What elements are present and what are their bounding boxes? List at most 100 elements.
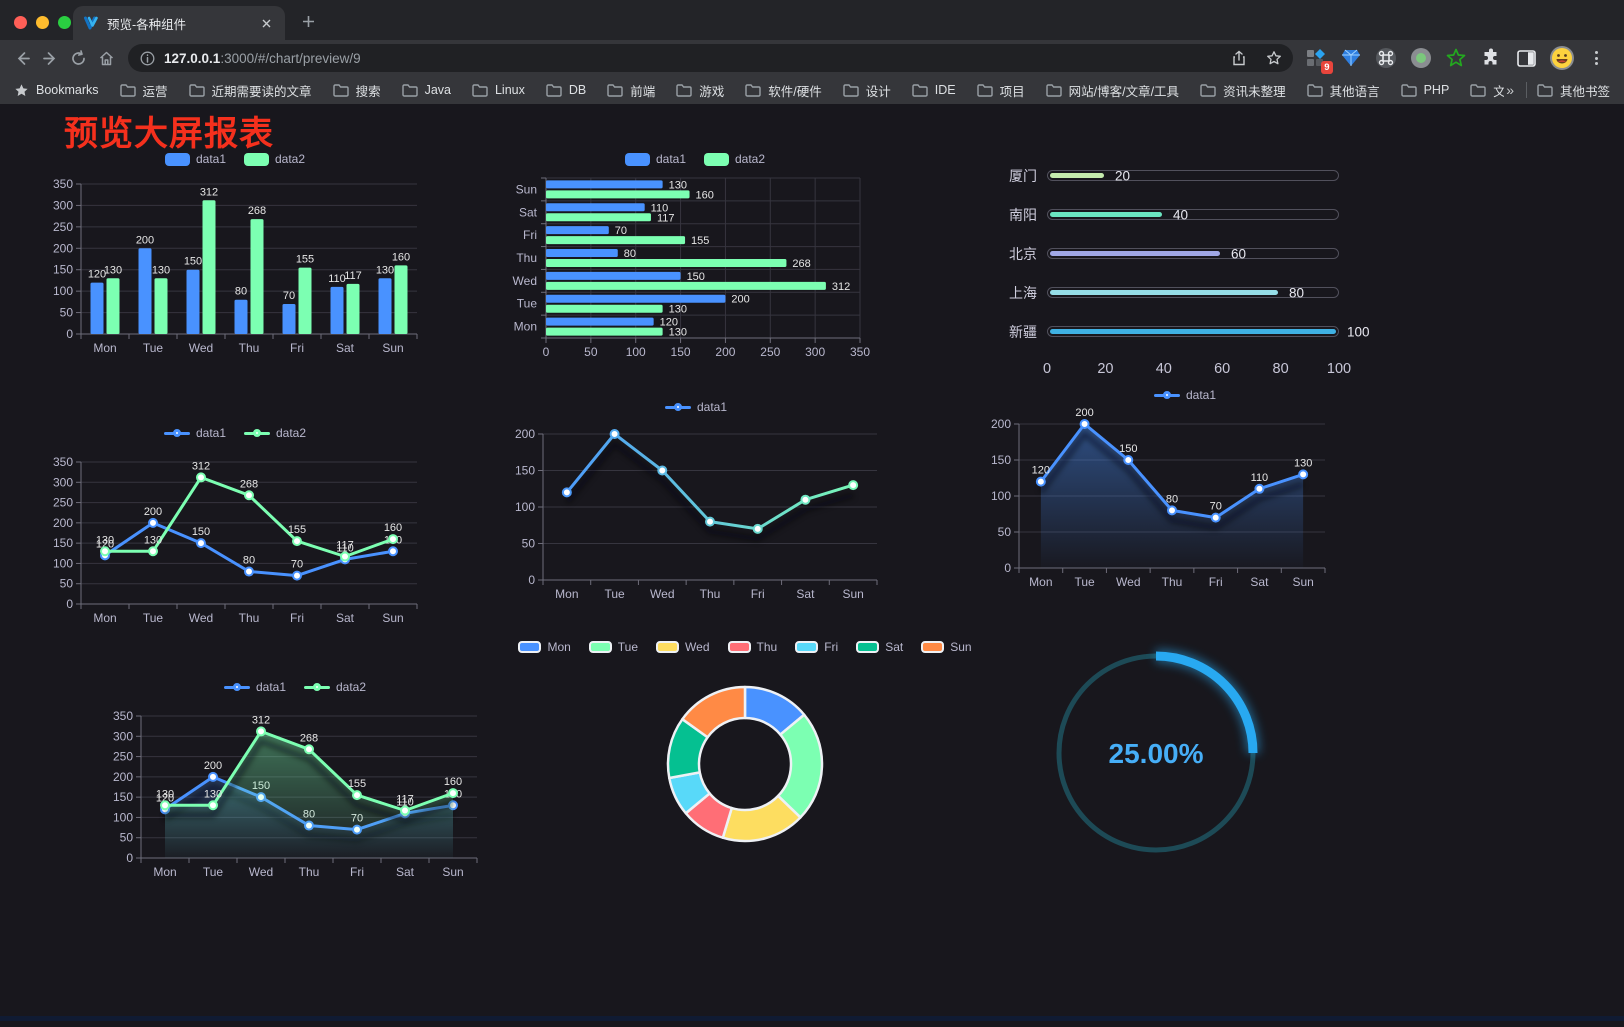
bookmark-folder[interactable]: 近期需要读的文章: [188, 81, 312, 100]
window-minimize-button[interactable]: [36, 16, 49, 29]
chart-text: Fri: [751, 587, 765, 601]
legend-item[interactable]: Thu: [727, 640, 777, 654]
green-star-extension-icon[interactable]: [1445, 47, 1467, 69]
new-tab-button[interactable]: [298, 11, 318, 31]
bookmarks-manager-item[interactable]: Bookmarks: [14, 83, 99, 98]
bookmark-folder[interactable]: 文件服务器: [1470, 81, 1504, 100]
legend-item[interactable]: Sat: [856, 640, 903, 654]
recorder-extension-icon[interactable]: [1410, 47, 1432, 69]
command-extension-icon[interactable]: [1375, 47, 1397, 69]
legend-item[interactable]: Sun: [921, 640, 972, 654]
progress-value: 100: [1347, 324, 1370, 339]
window-zoom-button[interactable]: [58, 16, 71, 29]
chart-text: 300: [805, 345, 825, 359]
tab-close-icon[interactable]: [257, 14, 275, 32]
legend-item[interactable]: data1: [163, 426, 226, 440]
window-close-button[interactable]: [14, 16, 27, 29]
chart-text: 100: [53, 556, 73, 570]
bookmark-folder[interactable]: 搜索: [332, 81, 381, 100]
bookmarks-overflow-icon[interactable]: »: [1506, 82, 1514, 98]
bookmark-folder[interactable]: Linux: [472, 83, 525, 97]
bookmark-folder[interactable]: 运营: [119, 81, 168, 100]
bookmark-folder[interactable]: 项目: [976, 81, 1025, 100]
share-icon[interactable]: [1226, 45, 1252, 71]
chart-text: Wed: [650, 587, 674, 601]
bookmark-folder[interactable]: 软件/硬件: [745, 81, 822, 100]
other-bookmarks-label: 其他书签: [1559, 84, 1610, 99]
bookmark-folder[interactable]: 网站/博客/文章/工具: [1045, 81, 1179, 100]
extension-badge: 9: [1320, 61, 1333, 74]
bookmark-folder[interactable]: DB: [546, 83, 586, 97]
chart-text: 130: [1294, 457, 1312, 469]
chart-text: Sat: [396, 865, 415, 879]
legend-swatch-icon: [588, 641, 612, 653]
legend-swatch-icon: [244, 152, 269, 166]
chart-text: Thu: [299, 865, 320, 879]
back-button[interactable]: [8, 44, 36, 72]
chart-text: 130: [669, 304, 687, 316]
browser-toolbar: 127.0.0.1:3000/#/chart/preview/9 9: [0, 40, 1624, 76]
address-bar[interactable]: 127.0.0.1:3000/#/chart/preview/9: [128, 44, 1293, 72]
forward-button[interactable]: [36, 44, 64, 72]
reload-button[interactable]: [64, 44, 92, 72]
legend-item[interactable]: data1: [624, 152, 686, 166]
legend-item[interactable]: Tue: [588, 640, 638, 654]
legend-swatch-icon: [164, 152, 190, 166]
legend-item[interactable]: data1: [664, 400, 727, 414]
legend-label: data2: [336, 680, 367, 694]
legend-item[interactable]: Wed: [656, 640, 710, 654]
browser-tab[interactable]: 预览-各种组件: [73, 6, 285, 40]
pie-slice[interactable]: [681, 685, 747, 739]
legend-label: data2: [276, 426, 307, 440]
chart-text: 350: [53, 455, 73, 469]
other-bookmarks-folder[interactable]: 其他书签: [1537, 81, 1610, 100]
bookmark-folder[interactable]: 游戏: [676, 81, 724, 100]
bookmark-folder[interactable]: 资讯未整理: [1200, 81, 1286, 100]
bookmark-folder[interactable]: IDE: [912, 83, 956, 97]
bookmarks-bar: Bookmarks 运营 近期需要读的文章 搜索 Java Linux DB 前端 游戏 软件/…: [0, 76, 1624, 104]
legend-item[interactable]: data2: [244, 426, 306, 440]
bookmark-label: 资讯未整理: [1223, 84, 1286, 99]
legend-item[interactable]: data2: [244, 152, 305, 166]
legend-item[interactable]: Mon: [518, 640, 571, 654]
bookmark-folder[interactable]: 设计: [843, 81, 891, 100]
bookmark-folder[interactable]: 其他语言: [1306, 81, 1380, 100]
chart-text: 0: [1004, 561, 1011, 575]
gem-extension-icon[interactable]: [1340, 47, 1362, 69]
chart-text: 50: [998, 525, 1012, 539]
chart-text: 160: [444, 776, 462, 788]
home-button[interactable]: [92, 44, 120, 72]
bookmark-folder[interactable]: PHP: [1400, 83, 1449, 97]
side-panel-icon[interactable]: [1515, 47, 1537, 69]
chart-text: 155: [691, 235, 709, 247]
tab-title: 预览-各种组件: [107, 17, 187, 32]
legend-item[interactable]: data2: [704, 152, 765, 166]
legend-item[interactable]: data1: [164, 152, 226, 166]
legend-item[interactable]: data1: [223, 680, 286, 694]
chart-text: 80: [624, 248, 636, 260]
legend-item[interactable]: data1: [1153, 388, 1216, 402]
tampermonkey-extension-icon[interactable]: 9: [1305, 47, 1333, 74]
extensions-puzzle-icon[interactable]: [1480, 47, 1502, 69]
chart-legend: data1: [985, 384, 1385, 406]
legend-swatch-icon: [1153, 388, 1180, 402]
browser-menu-icon[interactable]: [1587, 47, 1606, 69]
legend-label: Mon: [547, 640, 571, 654]
axis-tick-label: 40: [1155, 361, 1172, 377]
chart-text: 150: [113, 790, 133, 804]
bookmark-folder[interactable]: 前端: [607, 81, 655, 100]
legend-item[interactable]: data2: [304, 680, 366, 694]
bookmark-label: 文件服务器: [1493, 84, 1505, 99]
folder-icon: [912, 83, 928, 97]
site-info-icon[interactable]: [140, 51, 155, 66]
legend-swatch-icon: [223, 680, 250, 694]
chart-text: 200: [136, 234, 154, 246]
bookmark-folder[interactable]: Java: [401, 83, 451, 97]
bookmark-star-icon[interactable]: [1261, 45, 1287, 71]
chart-text: 70: [291, 559, 303, 571]
progress-row: 南阳 40: [995, 195, 1339, 234]
legend-item[interactable]: Fri: [795, 640, 838, 654]
profile-avatar[interactable]: [1550, 46, 1574, 70]
chart-text: 117: [344, 270, 362, 282]
